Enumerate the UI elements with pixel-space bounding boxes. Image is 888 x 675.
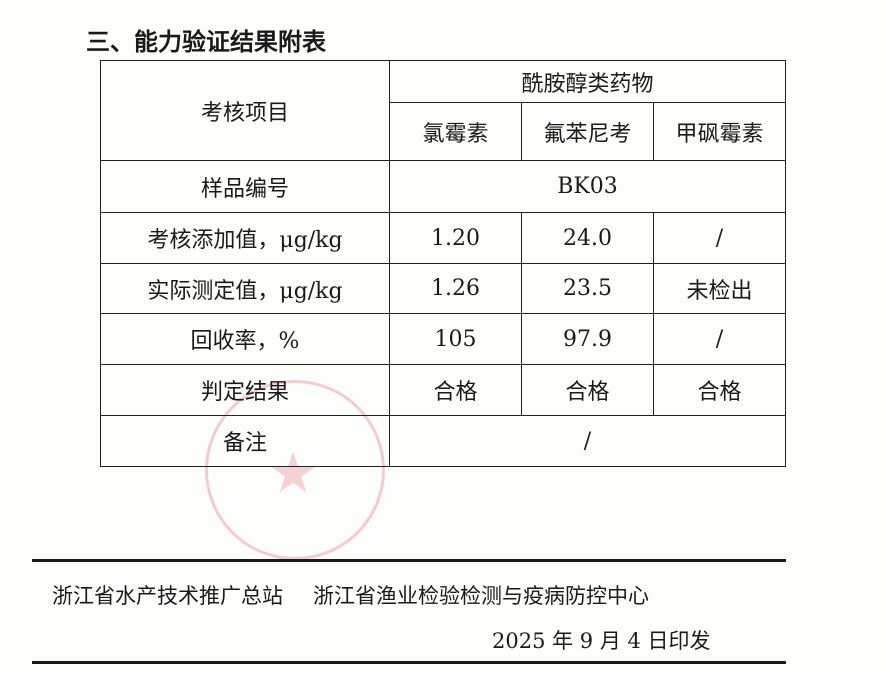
row-label: 判定结果 xyxy=(100,364,390,416)
issue-date: 2025 年 9 月 4 日印发 xyxy=(492,629,711,653)
group-header: 酰胺醇类药物 xyxy=(389,60,786,103)
issuing-orgs: 浙江省水产技术推广总站 浙江省渔业检验检测与疫病防控中心 xyxy=(52,580,679,610)
cell: 23.5 xyxy=(521,263,654,314)
cell: / xyxy=(653,313,786,365)
cell: 1.26 xyxy=(389,263,522,314)
cell: 合格 xyxy=(521,364,654,416)
org-name: 浙江省渔业检验检测与疫病防控中心 xyxy=(313,584,649,608)
cell: / xyxy=(653,212,786,264)
table-row: 样品编号 BK03 xyxy=(100,160,786,213)
row-label: 样品编号 xyxy=(100,160,390,213)
row-label: 考核添加值，μg/kg xyxy=(100,212,390,264)
divider xyxy=(32,559,786,562)
cell: 97.9 xyxy=(521,313,654,365)
row-label: 回收率，% xyxy=(100,313,390,365)
table-row: 备注 / xyxy=(100,415,786,467)
table-row: 考核添加值，μg/kg 1.20 24.0 / xyxy=(100,212,786,264)
divider xyxy=(32,661,786,664)
cell: 24.0 xyxy=(521,212,654,264)
drug-header: 氯霉素 xyxy=(389,102,522,161)
row-label: 实际测定值，μg/kg xyxy=(100,263,390,314)
row-label: 备注 xyxy=(100,415,390,467)
drug-header: 氟苯尼考 xyxy=(521,102,654,161)
cell: 1.20 xyxy=(389,212,522,264)
cell: 合格 xyxy=(653,364,786,416)
org-name: 浙江省水产技术推广总站 xyxy=(52,584,283,608)
table-row: 实际测定值，μg/kg 1.26 23.5 未检出 xyxy=(100,263,786,314)
results-table: 考核项目 酰胺醇类药物 氯霉素 氟苯尼考 甲砜霉素 样品编号 BK03 考核添加… xyxy=(100,60,786,467)
cell: 105 xyxy=(389,313,522,365)
item-header: 考核项目 xyxy=(100,60,390,161)
drug-header: 甲砜霉素 xyxy=(653,102,786,161)
cell: 合格 xyxy=(389,364,522,416)
table-row: 回收率，% 105 97.9 / xyxy=(100,313,786,365)
remark-value: / xyxy=(389,415,786,467)
section-title: 三、能力验证结果附表 xyxy=(86,28,326,56)
table-row: 判定结果 合格 合格 合格 xyxy=(100,364,786,416)
cell: 未检出 xyxy=(653,263,786,314)
sample-id: BK03 xyxy=(389,160,786,213)
